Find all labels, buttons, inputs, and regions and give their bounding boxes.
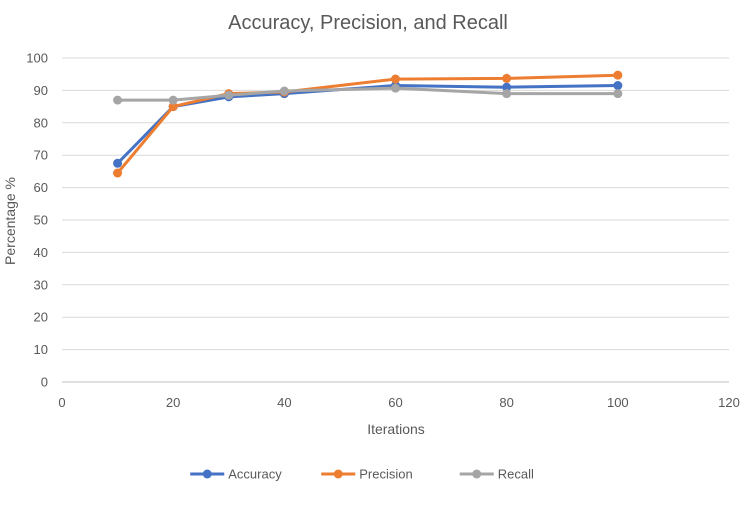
y-axis-label: Percentage % [2,177,18,265]
x-tick-label: 120 [718,395,740,410]
y-tick-label: 50 [34,213,48,228]
y-tick-label: 100 [26,51,48,66]
data-point-recall [168,95,178,105]
y-tick-label: 80 [34,115,48,130]
legend-label-recall: Recall [498,467,534,482]
data-point-recall [113,95,123,105]
x-tick-label: 80 [499,395,513,410]
chart-title: Accuracy, Precision, and Recall [228,12,508,34]
data-point-recall [279,86,289,96]
y-tick-label: 40 [34,245,48,260]
legend-label-precision: Precision [359,467,412,482]
legend: Accuracy Precision Recall [190,467,534,482]
series-layer [113,70,623,178]
x-tick-label: 20 [166,395,180,410]
y-tick-label: 30 [34,277,48,292]
data-point-accuracy [113,158,123,168]
data-point-recall [613,89,623,99]
data-point-precision [113,168,123,178]
series-recall [113,83,623,105]
x-tick-label: 0 [58,395,65,410]
legend-swatch-marker-precision [333,469,343,479]
y-tick-label: 60 [34,180,48,195]
y-tick-label: 20 [34,310,48,325]
data-point-precision [391,74,400,84]
data-point-precision [613,70,623,80]
x-tick-label: 100 [607,395,629,410]
data-point-accuracy [613,81,623,91]
legend-item-recall: Recall [459,467,534,482]
data-point-recall [224,90,234,100]
legend-item-precision: Precision [321,467,413,482]
axes: 0 10 20 30 40 50 60 70 80 90 100 0 20 40 60 80 100 120 [26,51,740,411]
y-tick-label: 70 [34,148,48,163]
data-point-accuracy [502,82,512,92]
legend-label-accuracy: Accuracy [228,467,282,482]
data-point-precision [502,73,512,83]
data-point-recall [391,83,400,93]
legend-swatch-marker-recall [472,469,482,479]
legend-swatch-marker-accuracy [202,469,212,479]
x-tick-label: 60 [388,395,402,410]
y-tick-label: 10 [34,342,48,357]
data-point-precision [168,102,178,112]
x-tick-label: 40 [277,395,291,410]
grid-lines [62,57,729,383]
y-tick-label: 0 [41,375,48,390]
x-axis-label: Iterations [367,421,425,437]
legend-item-accuracy: Accuracy [190,467,282,482]
data-point-recall [502,89,512,99]
y-tick-label: 90 [34,83,48,98]
